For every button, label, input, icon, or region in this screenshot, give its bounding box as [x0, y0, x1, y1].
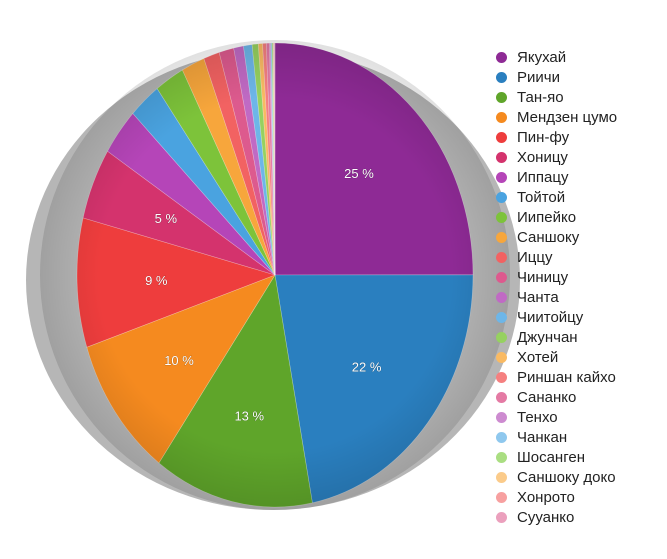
- legend-label: Сууанко: [517, 508, 575, 526]
- legend-swatch-icon: [496, 251, 507, 263]
- legend-item: Иппацу: [496, 167, 617, 187]
- legend-label: Мендзен цумо: [517, 108, 618, 126]
- legend-label: Саншоку доко: [517, 468, 616, 486]
- legend-label: Шосанген: [517, 448, 585, 466]
- legend-item: Тойтой: [496, 187, 617, 207]
- legend-swatch-icon: [496, 431, 507, 443]
- legend-label: Риичи: [517, 68, 560, 86]
- legend-label: Пин-фу: [517, 128, 570, 146]
- pie-slice: [274, 42, 474, 276]
- legend-item: Хонрото: [496, 487, 617, 507]
- legend-swatch-icon: [496, 171, 507, 183]
- legend-item: Саншоку доко: [496, 467, 617, 487]
- slice-data-label: 5 %: [155, 211, 178, 226]
- legend-label: Тойтой: [517, 188, 566, 206]
- legend-swatch-icon: [496, 131, 507, 143]
- legend-item: Саншоку: [496, 227, 617, 247]
- legend-swatch-icon: [496, 151, 507, 163]
- legend-swatch-icon: [496, 331, 507, 343]
- legend: Якухай Риичи Тан-яо Мендзен цумо Пин-фу Хониц…: [496, 47, 617, 527]
- legend-swatch-icon: [496, 471, 507, 483]
- legend-label: Иппацу: [517, 168, 569, 186]
- legend-label: Чиитойцу: [517, 308, 584, 326]
- legend-label: Тенхо: [517, 408, 558, 426]
- legend-item: Чиницу: [496, 267, 617, 287]
- legend-label: Чиницу: [517, 268, 569, 286]
- slice-data-label: 9 %: [145, 273, 168, 288]
- legend-swatch-icon: [496, 411, 507, 423]
- legend-item: Тенхо: [496, 407, 617, 427]
- legend-item: Чиитойцу: [496, 307, 617, 327]
- legend-item: Джунчан: [496, 327, 617, 347]
- legend-item: Мендзен цумо: [496, 107, 617, 127]
- legend-swatch-icon: [496, 71, 507, 83]
- slice-data-label: 13 %: [234, 408, 264, 423]
- legend-item: Тан-яо: [496, 87, 617, 107]
- legend-label: Тан-яо: [517, 88, 564, 106]
- legend-item: Пин-фу: [496, 127, 617, 147]
- legend-label: Хотей: [517, 348, 559, 366]
- slice-data-label: 25 %: [344, 166, 374, 181]
- legend-item: Сананко: [496, 387, 617, 407]
- legend-swatch-icon: [496, 451, 507, 463]
- legend-swatch-icon: [496, 311, 507, 323]
- legend-swatch-icon: [496, 511, 507, 523]
- legend-swatch-icon: [496, 291, 507, 303]
- legend-item: Сууанко: [496, 507, 617, 527]
- legend-swatch-icon: [496, 191, 507, 203]
- legend-swatch-icon: [496, 91, 507, 103]
- legend-item: Риншан кайхо: [496, 367, 617, 387]
- legend-swatch-icon: [496, 351, 507, 363]
- legend-swatch-icon: [496, 271, 507, 283]
- legend-label: Хонрото: [517, 488, 575, 506]
- legend-item: Иипейко: [496, 207, 617, 227]
- legend-label: Иипейко: [517, 208, 577, 226]
- legend-item: Хоницу: [496, 147, 617, 167]
- legend-item: Якухай: [496, 47, 617, 67]
- legend-item: Иццу: [496, 247, 617, 267]
- legend-swatch-icon: [496, 391, 507, 403]
- legend-swatch-icon: [496, 491, 507, 503]
- legend-item: Чанта: [496, 287, 617, 307]
- legend-swatch-icon: [496, 211, 507, 223]
- legend-swatch-icon: [496, 371, 507, 383]
- legend-swatch-icon: [496, 231, 507, 243]
- legend-label: Саншоку: [517, 228, 580, 246]
- legend-item: Риичи: [496, 67, 617, 87]
- legend-label: Риншан кайхо: [517, 368, 616, 386]
- legend-label: Иццу: [517, 248, 553, 266]
- legend-item: Шосанген: [496, 447, 617, 467]
- legend-label: Чанта: [517, 288, 559, 306]
- legend-swatch-icon: [496, 51, 507, 63]
- legend-label: Якухай: [517, 48, 567, 66]
- slice-data-label: 10 %: [164, 353, 194, 368]
- legend-label: Хоницу: [517, 148, 568, 166]
- legend-label: Джунчан: [517, 328, 578, 346]
- slice-data-label: 22 %: [352, 360, 382, 375]
- legend-item: Хотей: [496, 347, 617, 367]
- legend-label: Чанкан: [517, 428, 568, 446]
- legend-swatch-icon: [496, 111, 507, 123]
- legend-label: Сананко: [517, 388, 577, 406]
- legend-item: Чанкан: [496, 427, 617, 447]
